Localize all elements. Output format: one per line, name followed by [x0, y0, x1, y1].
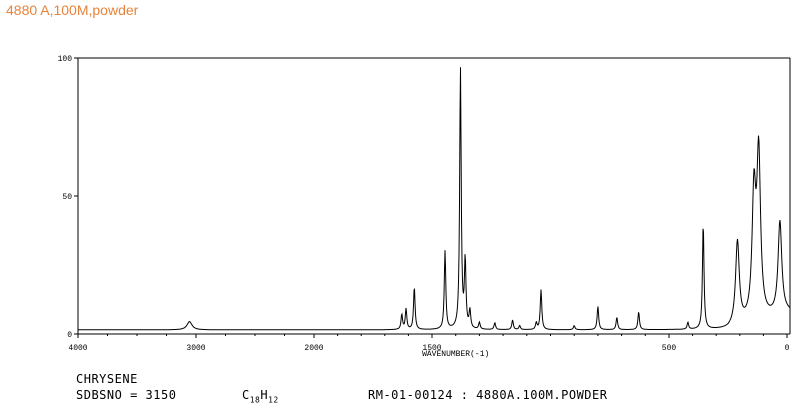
x-tick-label: 2000 — [304, 344, 323, 353]
spectrum-line — [78, 67, 791, 331]
formula-hydrogen-count: 12 — [268, 395, 279, 405]
formula-carbon-count: 18 — [249, 395, 261, 405]
record-id: RM-01-00124 : 4880A.100M.POWDER — [368, 388, 608, 402]
x-tick-label: 4000 — [68, 344, 87, 353]
x-tick-label: 0 — [785, 344, 790, 353]
x-tick-label: 1500 — [422, 344, 441, 353]
page-title: 4880 A,100M,powder — [6, 2, 139, 18]
x-tick-label: 3000 — [186, 344, 205, 353]
y-tick-label: 100 — [58, 55, 73, 64]
x-tick-label: 500 — [662, 344, 677, 353]
x-axis-label: WAVENUMBER(-1) — [422, 350, 489, 359]
axis-ticks: 4000 3000 2000 1500 500 0 0 50 100 — [58, 55, 790, 353]
plot-frame — [77, 57, 791, 335]
formula-carbon: C — [242, 388, 250, 402]
compound-name: CHRYSENE — [76, 372, 138, 386]
y-tick-label: 50 — [62, 193, 72, 202]
formula-hydrogen: H — [260, 388, 269, 402]
molecular-formula: C18H12 — [242, 388, 279, 404]
sdbs-number: SDBSNO = 3150 — [76, 388, 177, 402]
y-tick-label: 0 — [67, 331, 72, 340]
